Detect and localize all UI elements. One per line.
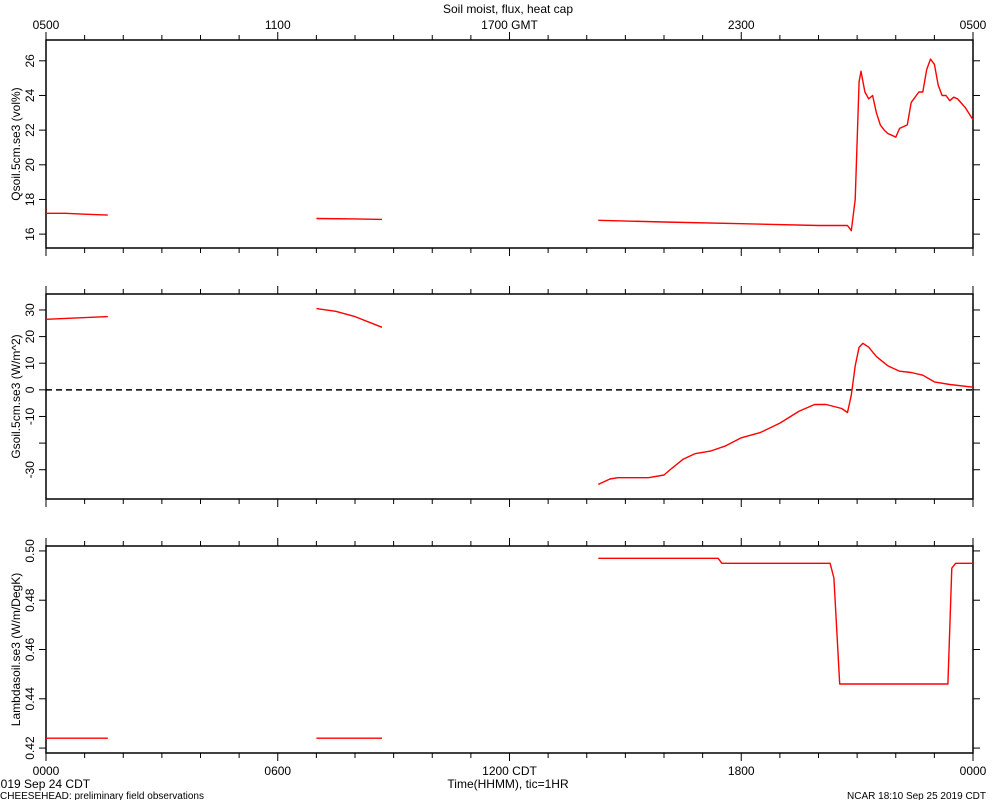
series-line-segment — [316, 217, 383, 221]
y-tick-label: 22 — [23, 123, 37, 137]
y-tick-label: 10 — [23, 356, 37, 370]
top-tick-label: 1100 — [265, 18, 291, 32]
series-line-segment — [598, 557, 973, 685]
bottom-tick-label: 0000 — [960, 764, 987, 778]
bottom-tick-label: 0000 — [33, 764, 60, 778]
top-tick-label: 0500 — [960, 18, 987, 32]
y-tick-label: 0.42 — [23, 736, 37, 760]
series-line-segment — [598, 342, 974, 486]
top-axis-tick-labels: 0500 1100 1700 GMT 2300 0500 — [33, 18, 987, 32]
y-tick-label: 0 — [23, 386, 37, 393]
series-line-segment — [598, 58, 974, 232]
panel-frame — [45, 39, 974, 249]
y-tick-label: 0.48 — [23, 588, 37, 612]
footer-note: CHEESEHEAD: preliminary field observatio… — [0, 791, 204, 800]
bottom-tick-label: 1800 — [728, 764, 755, 778]
footer-date: 2019 Sep 24 CDT — [0, 777, 91, 791]
y-tick-label: -10 — [23, 407, 37, 425]
chart-title: Soil moist, flux, heat cap — [443, 2, 573, 16]
y-axis-label: Qsoil.5cm.se3 (vol%) — [9, 87, 23, 200]
top-tick-label: 0500 — [33, 18, 60, 32]
y-tick-label: 20 — [23, 330, 37, 344]
y-tick-label: 16 — [23, 227, 37, 241]
y-tick-label: 30 — [23, 303, 37, 317]
series-line-segment — [46, 212, 108, 216]
y-tick-label: 24 — [23, 88, 37, 102]
y-axis-label: Lambdasoil.se3 (W/m/DegK) — [9, 573, 23, 726]
y-axis-label: Gsoil.5cm.se3 (W/m^2) — [9, 334, 23, 458]
panel-2: -30 -10 0 10 20 30 Gsoil.5cm.se3 (W/m^2) — [9, 286, 980, 507]
bottom-tick-label: 1200 CDT — [482, 764, 537, 778]
series-line-segment — [316, 307, 383, 328]
bottom-tick-label: 0600 — [264, 764, 291, 778]
top-tick-label: 1700 GMT — [481, 18, 538, 32]
top-tick-label: 2300 — [728, 18, 755, 32]
x-axis-label: Time(HHMM), tic=1HR — [447, 777, 569, 791]
y-tick-label: 18 — [23, 192, 37, 206]
y-tick-label: 26 — [23, 54, 37, 68]
chart-panels: 16 18 20 22 24 26 Qsoil.5cm.se3 (vol%) -30 -10 0 1… — [9, 32, 980, 761]
y-tick-label: 20 — [23, 158, 37, 172]
y-tick-label: 0.50 — [23, 539, 37, 563]
series-line-segment — [45, 315, 108, 320]
y-tick-label: 0.46 — [23, 637, 37, 661]
panel-frame — [45, 293, 974, 500]
bottom-axis-tick-labels: 0000 0600 1200 CDT 1800 0000 — [33, 764, 987, 778]
y-tick-label: 0.44 — [23, 687, 37, 711]
y-tick-label: -30 — [23, 461, 37, 479]
footer-credit: NCAR 18:10 Sep 25 2019 CDT — [847, 791, 986, 800]
panel-1: 16 18 20 22 24 26 Qsoil.5cm.se3 (vol%) — [9, 32, 980, 256]
